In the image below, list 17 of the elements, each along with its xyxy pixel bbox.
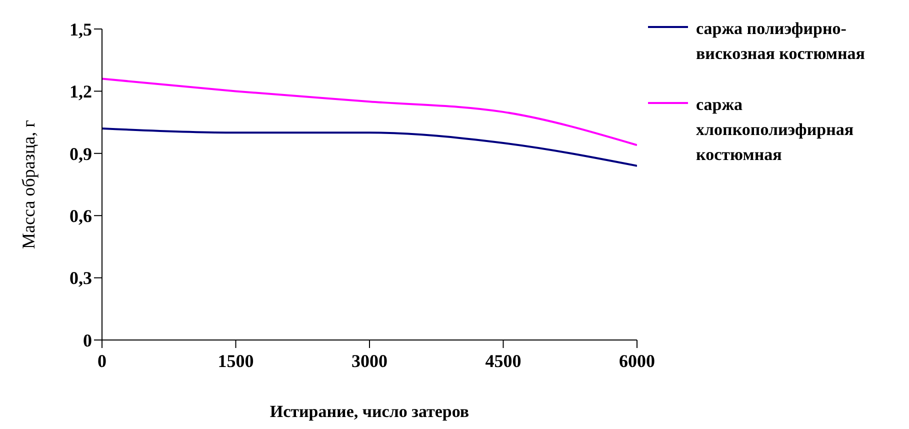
x-tick-label: 0 bbox=[98, 350, 106, 371]
y-tick-label: 0,3 bbox=[70, 268, 92, 288]
y-tick-label: 0 bbox=[83, 330, 92, 350]
x-tick-label: 6000 bbox=[619, 350, 655, 371]
x-axis-title: Истирание, число затеров bbox=[270, 402, 470, 421]
y-axis-title: Масса образца, г bbox=[18, 120, 38, 249]
y-tick-label: 1,5 bbox=[70, 19, 92, 40]
y-tick-label: 0,9 bbox=[70, 144, 92, 164]
x-tick-label: 4500 bbox=[485, 350, 522, 371]
x-tick-label: 1500 bbox=[218, 350, 254, 371]
y-tick-label: 1,2 bbox=[70, 82, 92, 102]
line-series bbox=[102, 128, 637, 167]
legend-label: саржа хлопкополиэфирная костюмная bbox=[696, 94, 855, 166]
y-tick-label: 0,6 bbox=[70, 206, 92, 226]
line-series bbox=[102, 78, 637, 146]
legend-label: саржа полиэфирно-вискозная костюмная bbox=[696, 18, 866, 65]
x-tick-label: 3000 bbox=[352, 350, 388, 371]
